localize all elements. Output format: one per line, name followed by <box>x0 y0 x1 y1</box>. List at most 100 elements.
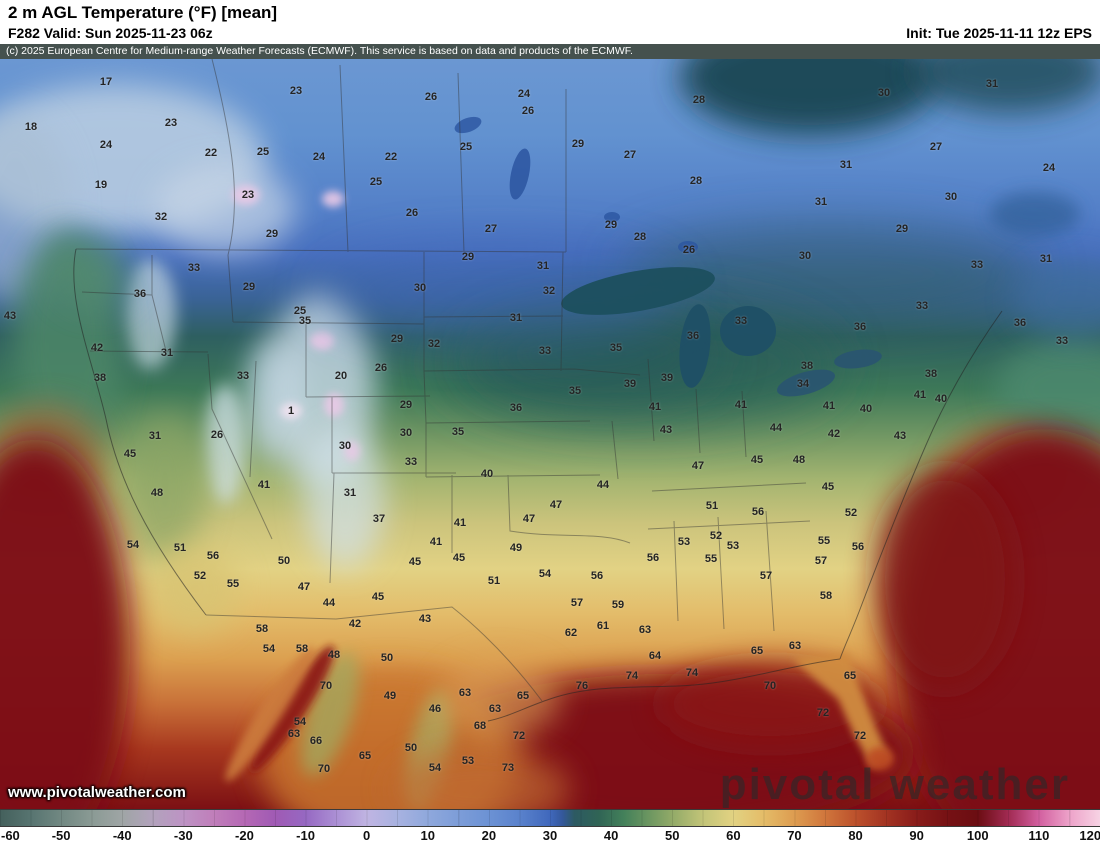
temperature-label: 32 <box>154 210 168 223</box>
temperature-label: 18 <box>24 121 38 133</box>
temperature-label: 64 <box>648 650 662 662</box>
temperature-label: 29 <box>242 281 256 293</box>
temperature-label: 22 <box>204 147 218 159</box>
temperature-label: 31 <box>839 159 853 171</box>
tick-label: 30 <box>542 828 558 843</box>
temperature-label: 42 <box>90 342 104 354</box>
temperature-label: 23 <box>241 189 255 201</box>
temperature-label: 42 <box>348 618 362 630</box>
temperature-label: 76 <box>575 680 589 692</box>
temperature-label: 24 <box>517 88 531 100</box>
pacific-warm-water <box>0 439 130 809</box>
temperature-label: 47 <box>297 581 311 593</box>
temperature-label: 48 <box>150 487 164 499</box>
temperature-label: 56 <box>851 541 865 553</box>
temperature-map: 17 23 26 24 26 28 30 31 18 23 24 22 25 24 22 25 29 27 28 31… <box>0 59 1100 809</box>
temperature-label: 38 <box>93 372 107 384</box>
temperature-label: 70 <box>317 763 331 775</box>
tick-label: -10 <box>296 828 315 843</box>
temperature-label: 29 <box>604 219 618 231</box>
temperature-label: 42 <box>827 428 841 440</box>
temperature-label: 35 <box>568 385 582 397</box>
temperature-label: 30 <box>338 440 352 452</box>
temperature-label: 26 <box>424 91 438 103</box>
temperature-label: 39 <box>623 378 637 390</box>
temperature-label: 47 <box>691 460 705 472</box>
temperature-label: 45 <box>371 590 385 603</box>
temperature-label: 55 <box>226 578 240 590</box>
temperature-label: 41 <box>257 479 271 491</box>
temperature-label: 54 <box>428 762 442 774</box>
temperature-label: 68 <box>473 720 487 732</box>
temperature-label: 45 <box>821 481 835 493</box>
coastlines <box>73 248 1003 722</box>
temperature-label: 26 <box>405 207 419 219</box>
valid-time: F282 Valid: Sun 2025-11-23 06z <box>8 25 213 41</box>
tick-label: -40 <box>112 828 132 843</box>
temperature-label: 36 <box>686 330 700 342</box>
temperature-colorbar <box>0 809 1100 827</box>
temperature-label: 27 <box>484 223 498 235</box>
sierra-madre-west <box>300 651 360 777</box>
temperature-label: 31 <box>814 195 828 208</box>
temperature-label: 41 <box>913 389 927 401</box>
temperature-label: 29 <box>571 138 585 150</box>
temperature-label: 26 <box>521 105 535 117</box>
temperature-label: 70 <box>319 680 333 692</box>
temperature-label: 63 <box>287 728 301 740</box>
temperature-label: 35 <box>298 315 312 327</box>
temperature-label: 37 <box>372 513 386 525</box>
temperature-label: 56 <box>751 506 765 518</box>
lake-erie <box>777 369 835 397</box>
tick-label: 50 <box>664 828 680 843</box>
temperature-label: 58 <box>255 623 269 635</box>
website-url: www.pivotalweather.com <box>8 784 186 801</box>
temperature-label: 54 <box>262 643 276 655</box>
temperature-label: 25 <box>369 176 383 188</box>
tick-label: 40 <box>603 828 619 843</box>
temperature-label: 26 <box>682 244 696 256</box>
tick-label: -60 <box>1 828 20 843</box>
temperature-label: 43 <box>3 310 17 322</box>
tick-label: 120 <box>1079 828 1100 843</box>
temperature-label: 55 <box>817 535 831 547</box>
temperature-label: 40 <box>859 403 873 415</box>
temperature-label: 44 <box>769 422 783 434</box>
canadian-lake <box>678 241 698 253</box>
copyright-bar: (c) 2025 European Centre for Medium-rang… <box>0 44 1100 59</box>
cascades-cold <box>124 259 176 369</box>
temperature-label: 41 <box>822 400 836 412</box>
temperature-label: 45 <box>452 552 466 564</box>
temperature-label: 31 <box>343 487 357 499</box>
tick-label: -20 <box>235 828 254 843</box>
socal-warm <box>150 544 240 634</box>
tick-label: 80 <box>848 828 863 843</box>
temperature-label: 50 <box>277 555 291 567</box>
temperature-label: 32 <box>427 338 441 350</box>
temperature-label: 66 <box>309 735 323 747</box>
temperature-label: 38 <box>800 360 814 372</box>
temperature-label: 70 <box>763 680 777 692</box>
temperature-label: 56 <box>646 552 660 564</box>
temperature-label: 57 <box>814 555 828 567</box>
temperature-label: 62 <box>564 627 578 639</box>
temperature-label: 56 <box>590 570 604 582</box>
temperature-label: 41 <box>648 401 662 413</box>
temperature-label: 41 <box>734 399 748 411</box>
temperature-field-svg <box>0 59 1100 809</box>
ontario-quebec-cool-band <box>620 224 1040 324</box>
temperature-label: 36 <box>853 321 867 333</box>
temperature-label: 24 <box>1042 162 1056 174</box>
temperature-label: 24 <box>99 139 113 151</box>
header-meta-row: F282 Valid: Sun 2025-11-23 06z Init: Tue… <box>8 24 1092 44</box>
temperature-label: 43 <box>893 430 907 442</box>
temperature-label: 72 <box>816 706 830 719</box>
temperature-label: 33 <box>970 259 984 271</box>
temperature-label: 73 <box>501 762 515 774</box>
temperature-label: 61 <box>596 620 610 632</box>
temperature-label: 30 <box>413 282 427 294</box>
temperature-labels-layer: 17 23 26 24 26 28 30 31 18 23 24 22 25 24 22 25 29 27 28 31… <box>0 59 1100 809</box>
temperature-label: 33 <box>187 262 201 274</box>
temperature-label: 1 <box>287 405 295 417</box>
